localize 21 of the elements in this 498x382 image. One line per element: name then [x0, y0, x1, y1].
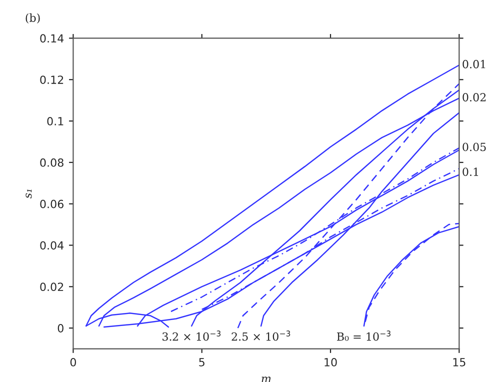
- y-tick-label: 0.08: [40, 158, 64, 167]
- annotation: 0.01: [462, 60, 486, 68]
- annotation: 2.5 × 10$^{−3}$: [232, 330, 290, 341]
- x-tick-label: 10: [324, 358, 337, 366]
- y-tick-label: 0.02: [40, 282, 64, 292]
- y-tick-label: 0.12: [40, 76, 64, 84]
- y-tick-label: 0.14: [40, 34, 64, 43]
- y-tick-label: 0.04: [40, 241, 64, 250]
- x-tick-label: 15: [453, 358, 466, 366]
- text: (b): [26, 13, 40, 24]
- x-tick-label: 5: [199, 358, 204, 366]
- y-tick-label: 0.06: [40, 200, 64, 208]
- y-axis-title: s₁: [26, 190, 32, 198]
- annotation: B₀ = 10$^{−3}$: [337, 330, 390, 341]
- annotation: 0.02: [462, 93, 486, 102]
- y-tick-label: 0: [58, 324, 64, 332]
- y-tick-label: 0.1: [47, 116, 64, 126]
- annotation: 0.1: [462, 168, 478, 176]
- annotation: 3.2 × 10$^{−3}$: [162, 330, 221, 341]
- x-tick-label: 0: [70, 358, 76, 366]
- annotation: 0.05: [462, 142, 486, 152]
